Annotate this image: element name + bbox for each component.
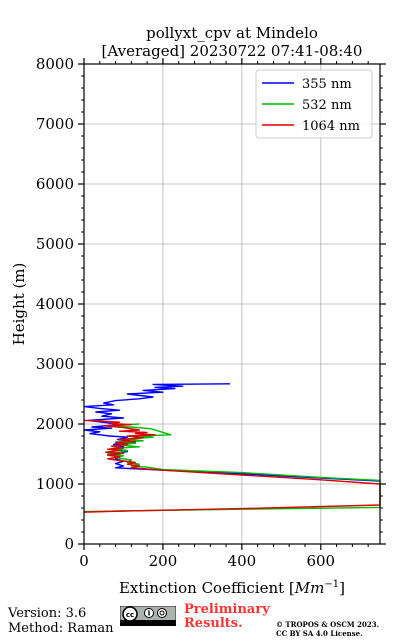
x-axis-label-unit: Mm [294,579,325,597]
y-tick-label: 2000 [36,415,74,433]
legend-label-355: 355 nm [302,77,352,92]
y-tick-label: 7000 [36,115,74,133]
legend-label-1064: 1064 nm [302,119,360,134]
y-tick-label: 0 [64,535,74,553]
x-axis-label-main: Extinction Coefficient [ [119,579,295,597]
legend-label-532: 532 nm [302,98,352,113]
copyright-notice: © TROPOS & OSCM 2023. CC BY SA 4.0 Licen… [276,620,379,638]
x-tick-label: 200 [149,552,178,570]
method-text: Method: Raman [8,621,114,636]
legend-box [255,69,373,139]
svg-text:cc: cc [126,611,134,619]
copyright-line2: CC BY SA 4.0 License. [276,629,363,638]
chart-title-line1: pollyxt_cpv at Mindelo [146,24,318,42]
chart-title-line2: [Averaged] 20230722 07:41-08:40 [102,42,363,60]
x-tick-label: 600 [306,552,335,570]
preliminary-line1: Preliminary [184,602,270,617]
x-tick-label: 0 [79,552,89,570]
copyright-line1: © TROPOS & OSCM 2023. [276,620,380,629]
preliminary-results-notice: Preliminary Results. [184,603,270,631]
tick-marks [78,58,386,550]
x-axis-label-close: ] [339,579,345,597]
y-tick-label: 1000 [36,475,74,493]
legend: 355 nm 532 nm 1064 nm [255,69,373,139]
tick-labels: 0 1000 2000 3000 4000 5000 6000 7000 8000 0 200 400… [36,55,335,570]
x-axis-label-exponent: −1 [324,579,339,590]
cc-by-sa-icon: cc [120,606,176,626]
series-line-1064-nm [83,419,381,513]
y-axis-label: Height (m) [10,263,28,346]
y-tick-label: 5000 [36,235,74,253]
y-tick-label: 4000 [36,295,74,313]
preliminary-line2: Results. [184,616,243,631]
x-axis-label: Extinction Coefficient [Mm−1] [119,579,345,597]
y-tick-label: 6000 [36,175,74,193]
x-tick-label: 400 [228,552,257,570]
y-tick-label: 8000 [36,55,74,73]
y-tick-label: 3000 [36,355,74,373]
series-lines [83,383,381,513]
version-text: Version: 3.6 [8,606,87,621]
series-line-355-nm [83,383,381,482]
